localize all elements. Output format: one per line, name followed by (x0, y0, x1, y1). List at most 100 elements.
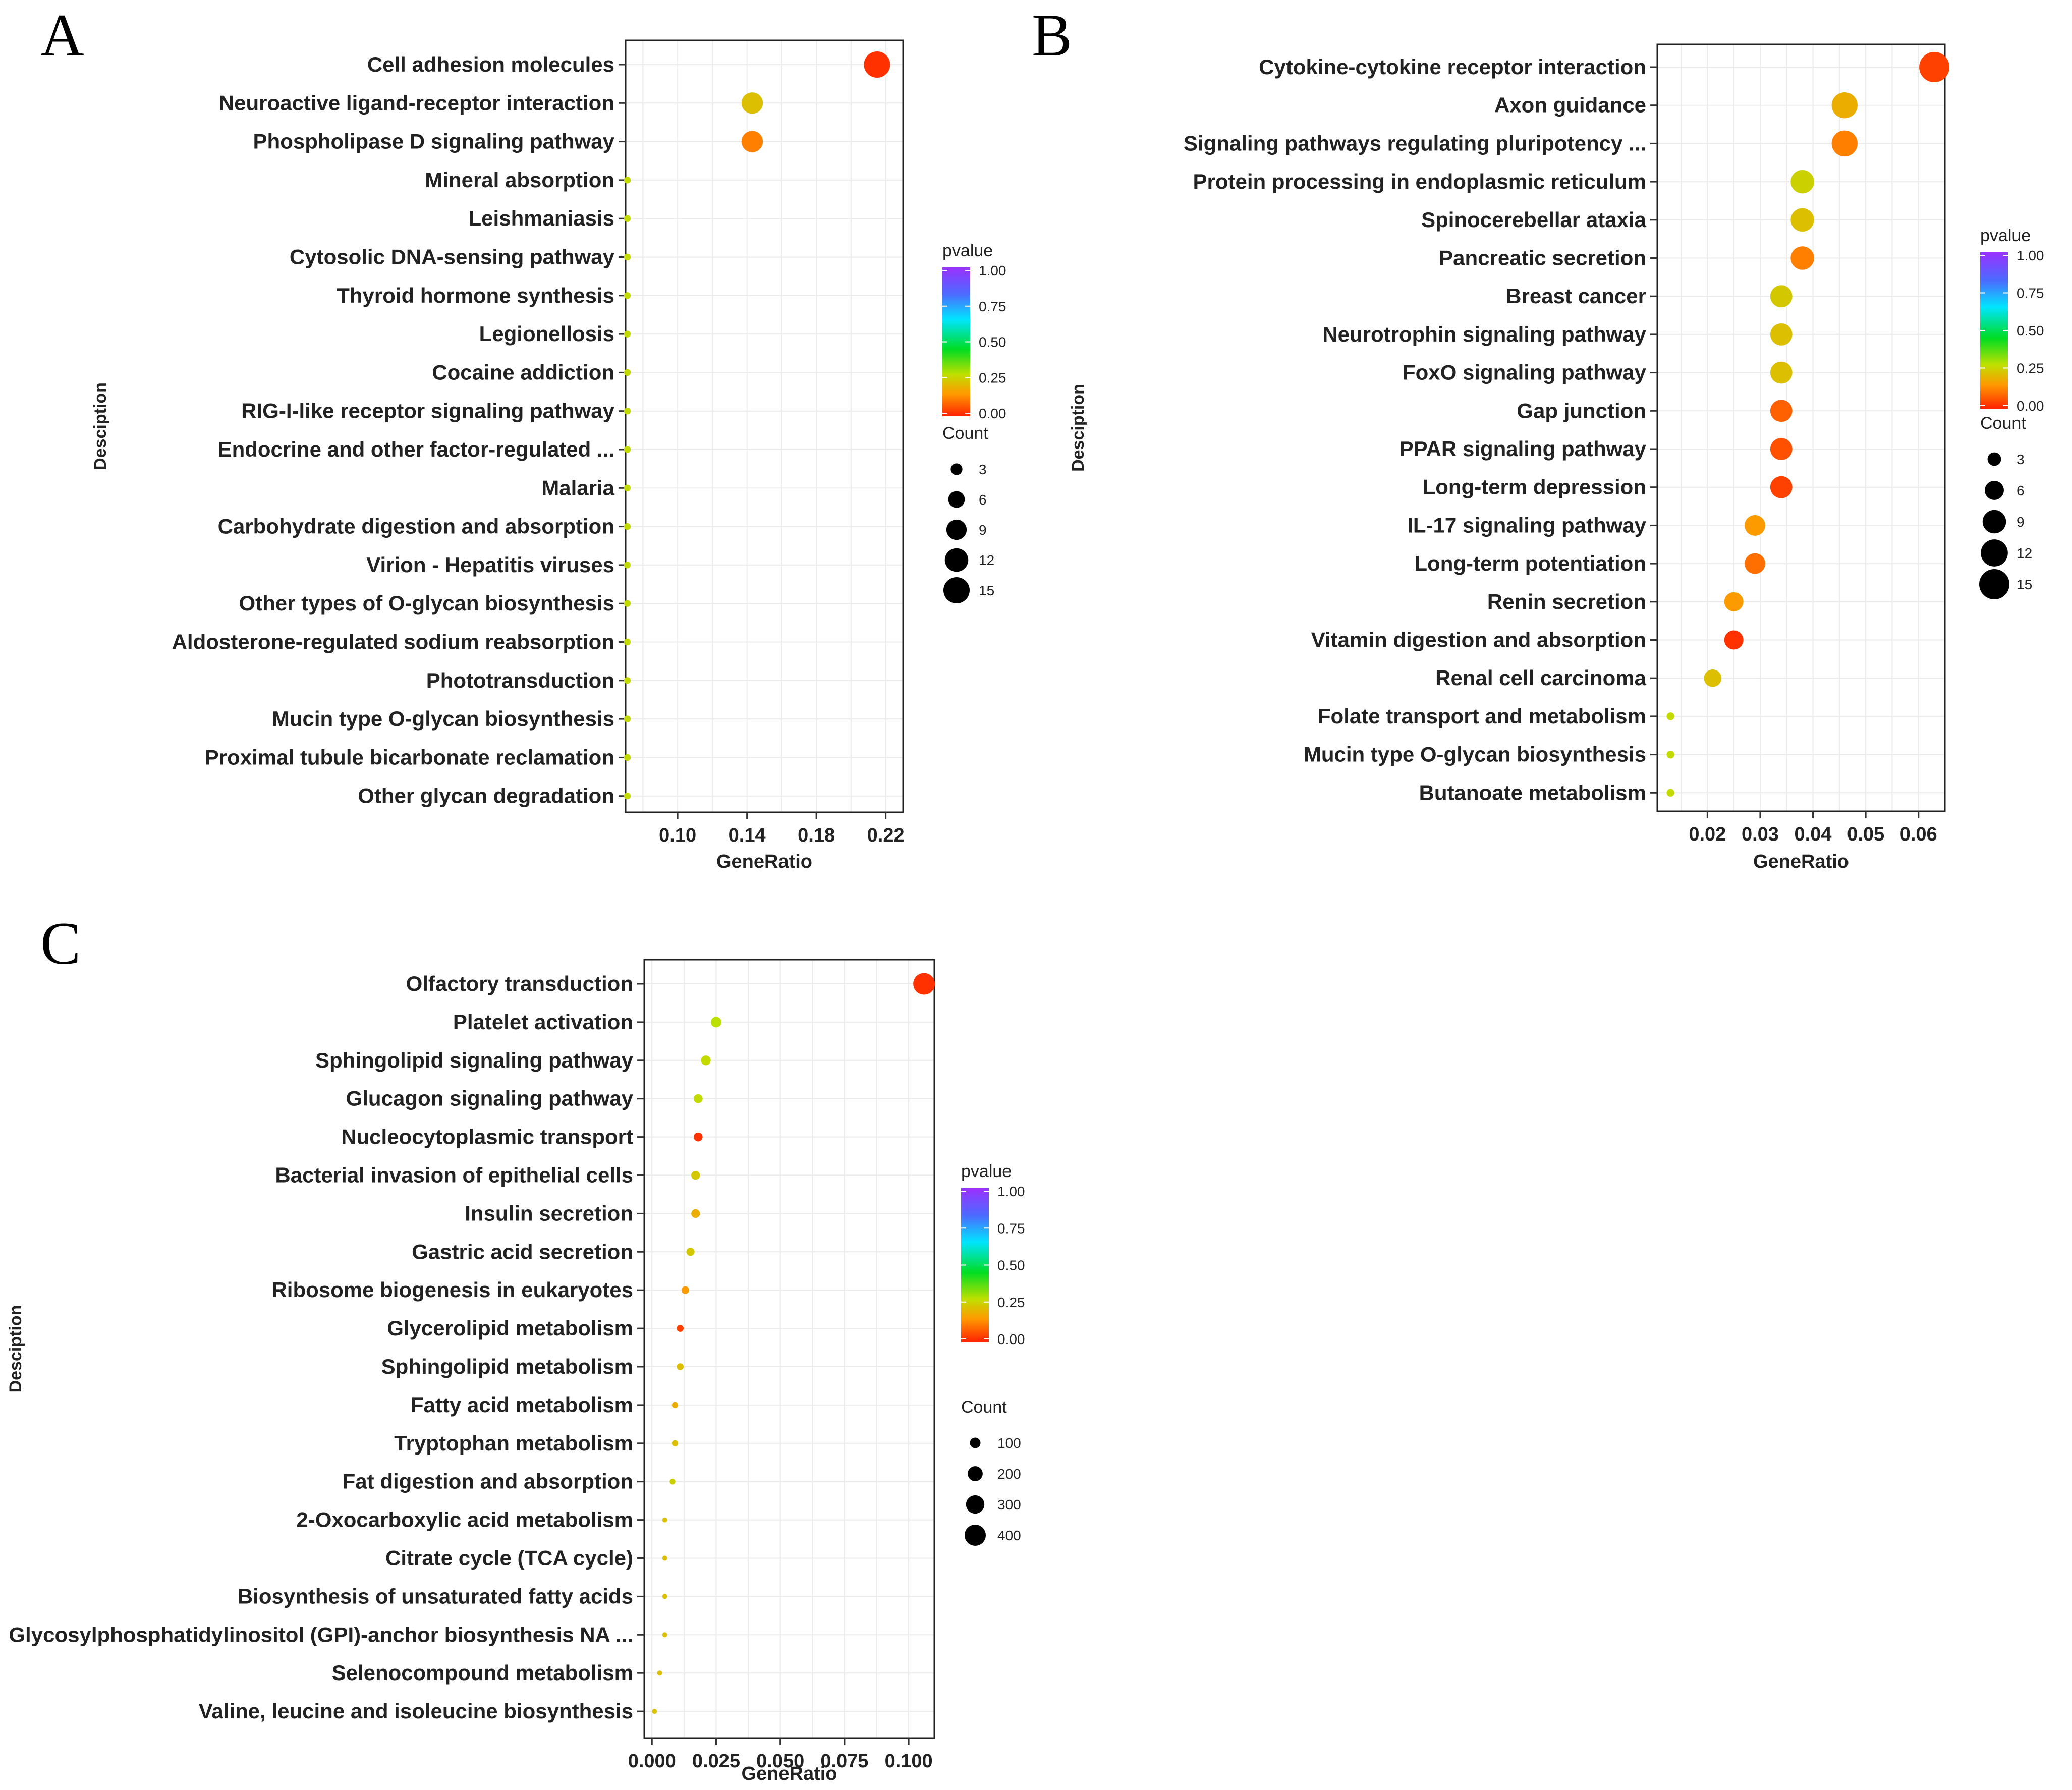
data-point (662, 1632, 667, 1638)
x-tick-label: 0.025 (692, 1751, 740, 1772)
data-point (624, 562, 631, 569)
x-tick-label: 0.04 (1795, 824, 1832, 845)
color-legend-title: pvalue (942, 241, 993, 260)
panel-letter: A (40, 2, 84, 69)
data-point (1770, 323, 1793, 346)
size-legend-label: 6 (979, 492, 987, 508)
data-point (624, 484, 631, 492)
panel-b: B Cytokine-cytokine receptor interaction A… (1032, 2, 2044, 872)
category-label: RIG-I-like receptor signaling pathway (241, 399, 614, 423)
category-label: Carbohydrate digestion and absorption (218, 515, 614, 538)
category-label: Biosynthesis of unsaturated fatty acids (238, 1584, 633, 1608)
size-legend-label: 6 (2017, 483, 2025, 498)
category-label: Other glycan degradation (358, 784, 614, 808)
category-label: Virion - Hepatitis viruses (366, 553, 614, 577)
data-point (1790, 246, 1814, 270)
x-tick-label: 0.075 (820, 1751, 868, 1772)
color-legend-label: 0.50 (979, 334, 1006, 350)
category-label: Phospholipase D signaling pathway (253, 130, 615, 153)
data-point (691, 1170, 700, 1180)
category-label: Signaling pathways regulating pluripoten… (1184, 131, 1646, 155)
data-point (701, 1055, 711, 1066)
data-point (1744, 553, 1765, 574)
category-label: Proximal tubule bicarbonate reclamation (205, 745, 614, 769)
data-point (671, 1440, 679, 1447)
y-axis-title: Desciption (1069, 384, 1088, 472)
size-legend-label: 400 (997, 1528, 1021, 1543)
x-tick-label: 0.06 (1900, 824, 1937, 845)
data-point (662, 1594, 667, 1599)
category-label: Axon guidance (1494, 93, 1646, 117)
category-label: Gap junction (1517, 399, 1646, 422)
data-point (1770, 438, 1793, 460)
color-legend-title: pvalue (961, 1162, 1012, 1181)
category-label: Cell adhesion molecules (367, 52, 614, 76)
category-label: Phototransduction (426, 668, 614, 692)
size-legend-label: 9 (979, 522, 987, 538)
color-legend-label: 0.25 (2017, 361, 2044, 376)
x-axis-title: GeneRatio (1753, 851, 1849, 872)
color-legend-label: 0.00 (997, 1331, 1025, 1347)
category-label: Mineral absorption (425, 168, 614, 192)
category-label: Citrate cycle (TCA cycle) (385, 1546, 633, 1570)
data-point (1666, 750, 1674, 759)
category-label: Tryptophan metabolism (394, 1431, 633, 1455)
size-legend-dot (965, 1525, 986, 1546)
size-legend-title: Count (961, 1397, 1007, 1417)
size-legend-dot (1981, 539, 2008, 567)
color-legend-label: 1.00 (997, 1184, 1025, 1199)
category-label: Fat digestion and absorption (343, 1470, 633, 1493)
size-legend-title: Count (942, 424, 988, 443)
data-point (681, 1286, 689, 1294)
panel-letter: C (40, 910, 81, 977)
category-label: Renin secretion (1487, 590, 1646, 613)
data-point (662, 1517, 667, 1523)
size-legend-label: 15 (979, 583, 994, 598)
size-legend-dot (968, 1466, 983, 1481)
category-label: Valine, leucine and isoleucine biosynthe… (199, 1699, 633, 1723)
data-point (624, 330, 631, 338)
x-tick-label: 0.03 (1742, 824, 1779, 845)
color-legend-label: 0.25 (979, 370, 1006, 385)
category-label: Spinocerebellar ataxia (1421, 208, 1647, 232)
color-legend-label: 0.75 (997, 1220, 1025, 1236)
data-point (1770, 285, 1793, 308)
data-point (662, 1555, 667, 1561)
category-label: Selenocompound metabolism (332, 1661, 633, 1685)
panel-c: C Olfactory transduction Platelet activati… (6, 910, 1025, 1784)
category-label: Vitamin digestion and absorption (1311, 628, 1646, 652)
color-legend-label: 0.25 (997, 1295, 1025, 1310)
data-point (624, 638, 631, 646)
category-label: Platelet activation (453, 1010, 633, 1034)
category-label: Ribosome biogenesis in eukaryotes (271, 1278, 633, 1302)
data-point (624, 215, 631, 222)
category-label: Mucin type O-glycan biosynthesis (1304, 743, 1646, 766)
data-point (624, 407, 631, 415)
panel-a: A Cell adhesion molecules Neuroactive liga… (40, 2, 1006, 872)
size-legend-label: 9 (2017, 514, 2025, 530)
data-point (624, 754, 631, 761)
x-tick-label: 0.18 (798, 825, 835, 846)
data-point (652, 1709, 657, 1714)
data-point (624, 369, 631, 376)
data-point (741, 131, 763, 152)
data-point (624, 292, 631, 299)
category-label: Thyroid hormone synthesis (337, 284, 614, 307)
data-point (913, 973, 935, 995)
plot-frame (643, 959, 935, 1739)
data-point (1744, 515, 1765, 536)
data-point (1724, 630, 1744, 650)
data-point (864, 51, 890, 78)
size-legend-label: 100 (997, 1435, 1021, 1451)
category-label: Butanoate metabolism (1419, 780, 1646, 804)
data-point (624, 792, 631, 800)
category-label: FoxO signaling pathway (1403, 361, 1647, 384)
category-label: Aldosterone-regulated sodium reabsorptio… (172, 630, 614, 654)
category-label: Cytokine-cytokine receptor interaction (1259, 55, 1646, 79)
category-label: Bacterial invasion of epithelial cells (275, 1163, 633, 1187)
data-point (1770, 476, 1793, 498)
data-point (624, 677, 631, 684)
data-point (1770, 400, 1793, 422)
category-label: Olfactory transduction (406, 972, 633, 995)
data-point (1831, 130, 1858, 157)
